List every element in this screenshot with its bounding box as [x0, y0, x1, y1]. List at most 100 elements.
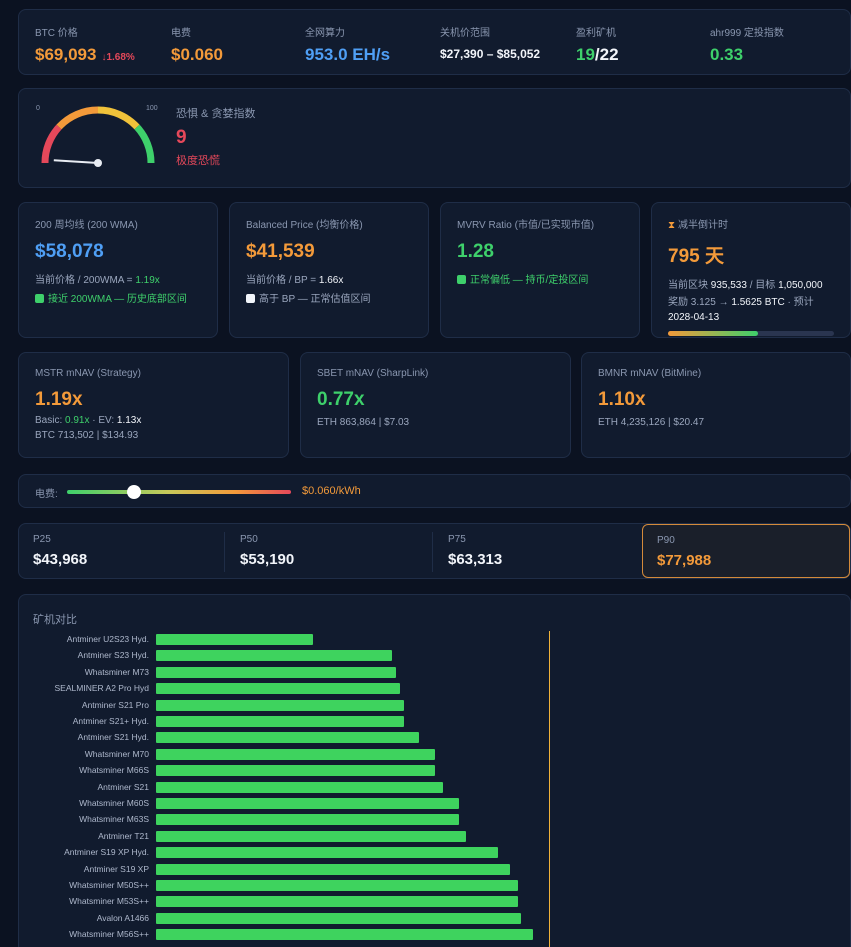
bp-value: $41,539 — [246, 241, 315, 262]
stat-label: ahr999 定投指数 — [710, 28, 784, 39]
miner-chart-title: 矿机对比 — [33, 614, 77, 626]
miner-row: Whatsminer M53S++ — [19, 895, 819, 908]
miner-row: Antminer U2S23 Hyd. — [19, 633, 819, 646]
miner-row: SEALMINER A2 Pro Hyd — [19, 682, 819, 695]
wma-value: $58,078 — [35, 241, 104, 262]
percentile-p90[interactable]: P90 $77,988 — [642, 524, 850, 578]
card-mvrv: MVRV Ratio (市值/已实现市值) 1.28 正常偏低 — 持币/定投区… — [440, 202, 640, 338]
stat-label: 盈利矿机 — [576, 28, 616, 39]
percentile-p25[interactable]: P25 $43,968 — [19, 524, 224, 578]
reward-label: 奖励 3.125 → — [668, 297, 732, 308]
miner-bar — [156, 666, 396, 678]
stat-shutdown-range: 关机价范围 $27,390 – $85,052 — [440, 24, 540, 61]
halving-progress — [668, 331, 834, 336]
miner-name: Antminer S21 Pro — [81, 699, 149, 710]
card-200wma: 200 周均线 (200 WMA) $58,078 当前价格 / 200WMA … — [18, 202, 218, 338]
percentile-p50[interactable]: P50 $53,190 — [226, 524, 431, 578]
divider — [224, 532, 225, 572]
reference-line — [549, 631, 550, 947]
hashrate-value: 953.0 EH/s — [305, 45, 391, 64]
bmnr-holdings: ETH 4,235,126 | $20.47 — [598, 417, 705, 428]
miner-bar — [156, 896, 518, 908]
electricity-slider[interactable] — [67, 485, 291, 499]
gauge-hub — [94, 159, 102, 167]
ev-value: 1.13x — [116, 415, 142, 426]
stat-label: BTC 价格 — [35, 28, 78, 39]
miner-name: Whatsminer M70 — [84, 748, 149, 759]
stats-bar: BTC 价格 $69,093 ↓1.68% 电费 $0.060 全网算力 953.… — [18, 9, 851, 75]
miner-row: Whatsminer M56S++ — [19, 928, 819, 941]
reward-value: 1.5625 BTC — [731, 297, 785, 308]
ev-label: · EV: — [89, 415, 117, 426]
card-sbet: SBET mNAV (SharpLink) 0.77x ETH 863,864 … — [300, 352, 571, 458]
sbet-holdings: ETH 863,864 | $7.03 — [317, 417, 410, 428]
stat-profitable-miners: 盈利矿机 19/22 — [576, 24, 619, 65]
target-block: 1,050,000 — [778, 280, 823, 291]
fear-greed-value: 9 — [176, 127, 187, 148]
gauge-max-label: 100 — [146, 105, 158, 112]
miner-name: Antminer S19 XP — [83, 863, 149, 874]
miner-row: Antminer S21+ Hyd. — [19, 715, 819, 728]
miner-row: Whatsminer M66S — [19, 764, 819, 777]
basic-value: 0.91x — [65, 415, 90, 426]
stat-label: 电费 — [171, 28, 191, 39]
bp-status: 高于 BP — 正常估值区间 — [259, 294, 371, 305]
miner-bar — [156, 683, 400, 695]
ratio-label: 当前价格 / BP = — [246, 275, 319, 286]
miner-bar — [156, 748, 436, 760]
btc-price-change: ↓1.68% — [101, 52, 135, 63]
ratio-value: 1.19x — [135, 275, 160, 286]
miner-name: SEALMINER A2 Pro Hyd — [54, 683, 149, 694]
miner-name: Antminer S19 XP Hyd. — [64, 847, 149, 858]
miner-bar — [156, 929, 534, 941]
stat-label: 关机价范围 — [440, 28, 490, 39]
stat-hashrate: 全网算力 953.0 EH/s — [305, 24, 390, 65]
halving-date: 2028-04-13 — [668, 312, 720, 323]
ahr999-value: 0.33 — [710, 45, 744, 64]
miner-bar — [156, 650, 392, 662]
card-title: BMNR mNAV (BitMine) — [598, 368, 702, 379]
miner-name: Antminer S23 Hyd. — [77, 650, 149, 661]
miner-row: Antminer S21 Pro — [19, 699, 819, 712]
stat-ahr999: ahr999 定投指数 0.33 — [710, 24, 784, 65]
mstr-holdings: BTC 713,502 | $134.93 — [35, 430, 139, 441]
mstr-value: 1.19x — [35, 389, 83, 410]
card-title: MSTR mNAV (Strategy) — [35, 368, 141, 379]
percentile-value: $43,968 — [33, 551, 88, 568]
ratio-label: 当前价格 / 200WMA = — [35, 275, 136, 286]
miner-row: Antminer S21 — [19, 781, 819, 794]
fear-greed-info: 恐惧 & 贪婪指数 9 极度恐慌 — [176, 105, 255, 168]
card-halving: ⧗ 减半倒计时 795 天 当前区块 935,533 / 目标 1,050,000… — [651, 202, 851, 338]
miner-name: Whatsminer M73 — [84, 666, 149, 677]
mvrv-status: 正常偏低 — 持币/定投区间 — [470, 275, 589, 286]
miner-name: Whatsminer M60S — [79, 798, 149, 808]
slider-thumb[interactable] — [127, 485, 142, 499]
gauge-needle — [53, 159, 99, 164]
btc-price-value: $69,093 — [35, 45, 97, 64]
check-icon — [246, 294, 255, 303]
shutdown-range-value: $27,390 – $85,052 — [440, 47, 541, 61]
miner-name: Whatsminer M63S — [79, 814, 149, 825]
miner-row: Antminer S23 Hyd. — [19, 649, 819, 662]
price-percentiles: P25 $43,968 P50 $53,190 P75 $63,313 P90 … — [18, 523, 851, 579]
divider — [432, 532, 433, 572]
percentile-p75[interactable]: P75 $63,313 — [434, 524, 639, 578]
stat-electricity: 电费 $0.060 — [171, 24, 223, 65]
card-title: 200 周均线 (200 WMA) — [35, 220, 138, 231]
miner-bar — [156, 798, 459, 809]
miner-name: Whatsminer M53S++ — [69, 896, 149, 907]
miner-name: Whatsminer M66S — [79, 765, 149, 776]
miner-row: Antminer S19 XP — [19, 863, 819, 876]
estimate-label: · 预计 — [784, 297, 814, 308]
current-block: 935,533 — [710, 280, 747, 291]
miner-bar — [156, 847, 498, 859]
card-title: Balanced Price (均衡价格) — [246, 220, 363, 231]
card-balanced-price: Balanced Price (均衡价格) $41,539 当前价格 / BP … — [229, 202, 429, 338]
miner-name: Whatsminer M50S++ — [69, 880, 149, 890]
miner-row: Whatsminer M73 — [19, 666, 819, 679]
fear-greed-status: 极度恐慌 — [176, 155, 220, 167]
hourglass-icon: ⧗ — [668, 220, 676, 231]
card-title: SBET mNAV (SharpLink) — [317, 368, 429, 379]
electricity-label: 电费: — [35, 489, 58, 500]
percentile-value: $53,190 — [240, 551, 295, 568]
